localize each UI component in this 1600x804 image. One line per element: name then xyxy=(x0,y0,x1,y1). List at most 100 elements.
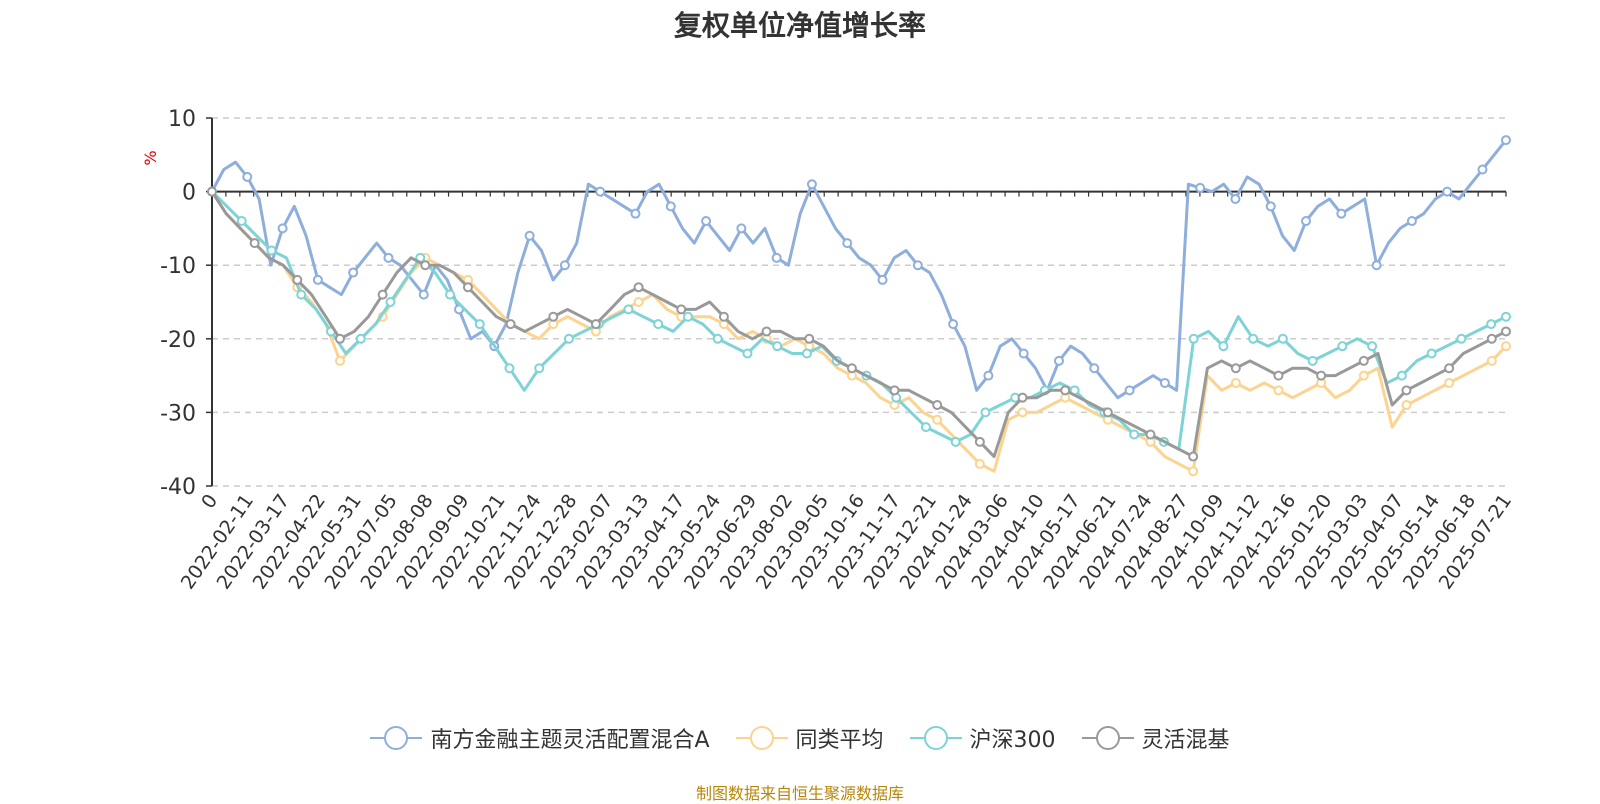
data-point xyxy=(932,414,943,425)
data-point xyxy=(1358,370,1369,381)
data-point xyxy=(718,311,729,322)
data-point xyxy=(1367,341,1378,352)
data-point xyxy=(846,363,857,374)
legend-label: 沪深300 xyxy=(969,728,1056,753)
legend-label: 同类平均 xyxy=(795,728,884,753)
data-point xyxy=(249,238,260,249)
data-point xyxy=(1371,260,1382,271)
data-point xyxy=(355,333,366,344)
legend-marker-icon xyxy=(909,726,962,750)
data-point xyxy=(242,171,253,182)
gridlines xyxy=(212,117,1506,487)
data-point xyxy=(1060,385,1071,396)
data-point xyxy=(1188,333,1199,344)
data-point xyxy=(595,186,606,197)
data-point xyxy=(1129,429,1140,440)
legend-item-2[interactable]: 沪深300 xyxy=(909,722,1056,754)
y-tick-label: -20 xyxy=(160,328,196,353)
data-point xyxy=(771,252,782,263)
data-point xyxy=(1401,400,1412,411)
data-point xyxy=(548,311,559,322)
data-point xyxy=(377,289,388,300)
data-point xyxy=(296,289,307,300)
legend-label: 南方金融主题灵活配置混合A xyxy=(430,728,710,753)
data-point xyxy=(1444,363,1455,374)
legend-item-1[interactable]: 同类平均 xyxy=(735,722,884,754)
axes xyxy=(206,117,1507,487)
legend-item-3[interactable]: 灵活混基 xyxy=(1081,722,1230,754)
data-point xyxy=(1486,355,1497,366)
data-point xyxy=(1102,407,1113,418)
data-point xyxy=(742,348,753,359)
data-point xyxy=(974,458,985,469)
legend-marker-icon xyxy=(1081,726,1134,750)
data-point xyxy=(1124,385,1135,396)
y-tick-label: -30 xyxy=(160,401,196,426)
data-point xyxy=(1456,333,1467,344)
data-point xyxy=(266,245,277,256)
legend-item-0[interactable]: 南方金融主题灵活配置混合A xyxy=(370,722,710,754)
data-point xyxy=(1501,311,1511,322)
data-point xyxy=(1089,363,1100,374)
data-point xyxy=(312,274,323,285)
data-point xyxy=(1316,370,1327,381)
data-point xyxy=(932,400,943,411)
data-point xyxy=(1053,355,1064,366)
data-point xyxy=(772,341,783,352)
data-point xyxy=(1265,201,1276,212)
data-point xyxy=(712,333,723,344)
data-point xyxy=(1337,341,1348,352)
data-point xyxy=(1273,370,1284,381)
data-point xyxy=(630,208,641,219)
data-point xyxy=(623,304,634,315)
legend-label: 灵活混基 xyxy=(1141,728,1230,753)
legend: 南方金融主题灵活配置混合A 同类平均 沪深300 灵活混基 xyxy=(0,722,1600,754)
data-point xyxy=(334,333,345,344)
data-point xyxy=(1230,193,1241,204)
data-point xyxy=(559,260,570,271)
data-point xyxy=(1426,348,1437,359)
data-point xyxy=(1444,377,1455,388)
data-point xyxy=(1248,333,1259,344)
series-lines xyxy=(207,135,1511,477)
data-point xyxy=(1501,341,1511,352)
y-tick-label: -40 xyxy=(160,475,196,500)
data-point xyxy=(1159,377,1170,388)
data-point xyxy=(983,370,994,381)
series-line-0 xyxy=(210,139,1508,400)
data-point xyxy=(1017,407,1028,418)
data-point xyxy=(348,267,359,278)
data-point xyxy=(653,319,664,330)
data-point xyxy=(524,230,535,241)
data-point xyxy=(761,326,772,337)
data-point xyxy=(504,363,515,374)
data-point xyxy=(1442,186,1453,197)
data-point xyxy=(534,363,545,374)
y-tick-label: 10 xyxy=(168,107,196,132)
data-point xyxy=(1307,355,1318,366)
data-point xyxy=(1188,451,1199,462)
data-point xyxy=(806,179,817,190)
data-point xyxy=(842,238,853,249)
data-point xyxy=(334,355,345,366)
y-tick-label: 0 xyxy=(182,181,196,206)
data-point xyxy=(474,319,485,330)
chart-title: 复权单位净值增长率 xyxy=(673,9,926,42)
data-point xyxy=(676,304,687,315)
data-point xyxy=(1218,341,1229,352)
data-point xyxy=(1145,429,1156,440)
data-point xyxy=(563,333,574,344)
data-point xyxy=(950,436,961,447)
data-point xyxy=(418,289,429,300)
series-line-1 xyxy=(210,190,1508,473)
source-note: 制图数据来自恒生聚源数据库 xyxy=(695,784,904,803)
data-point xyxy=(920,422,931,433)
data-point xyxy=(1501,135,1511,146)
data-point xyxy=(207,186,217,197)
data-point xyxy=(1358,355,1369,366)
data-point xyxy=(1477,164,1488,175)
data-point xyxy=(1188,466,1199,477)
data-point xyxy=(505,319,516,330)
data-point xyxy=(1018,348,1029,359)
